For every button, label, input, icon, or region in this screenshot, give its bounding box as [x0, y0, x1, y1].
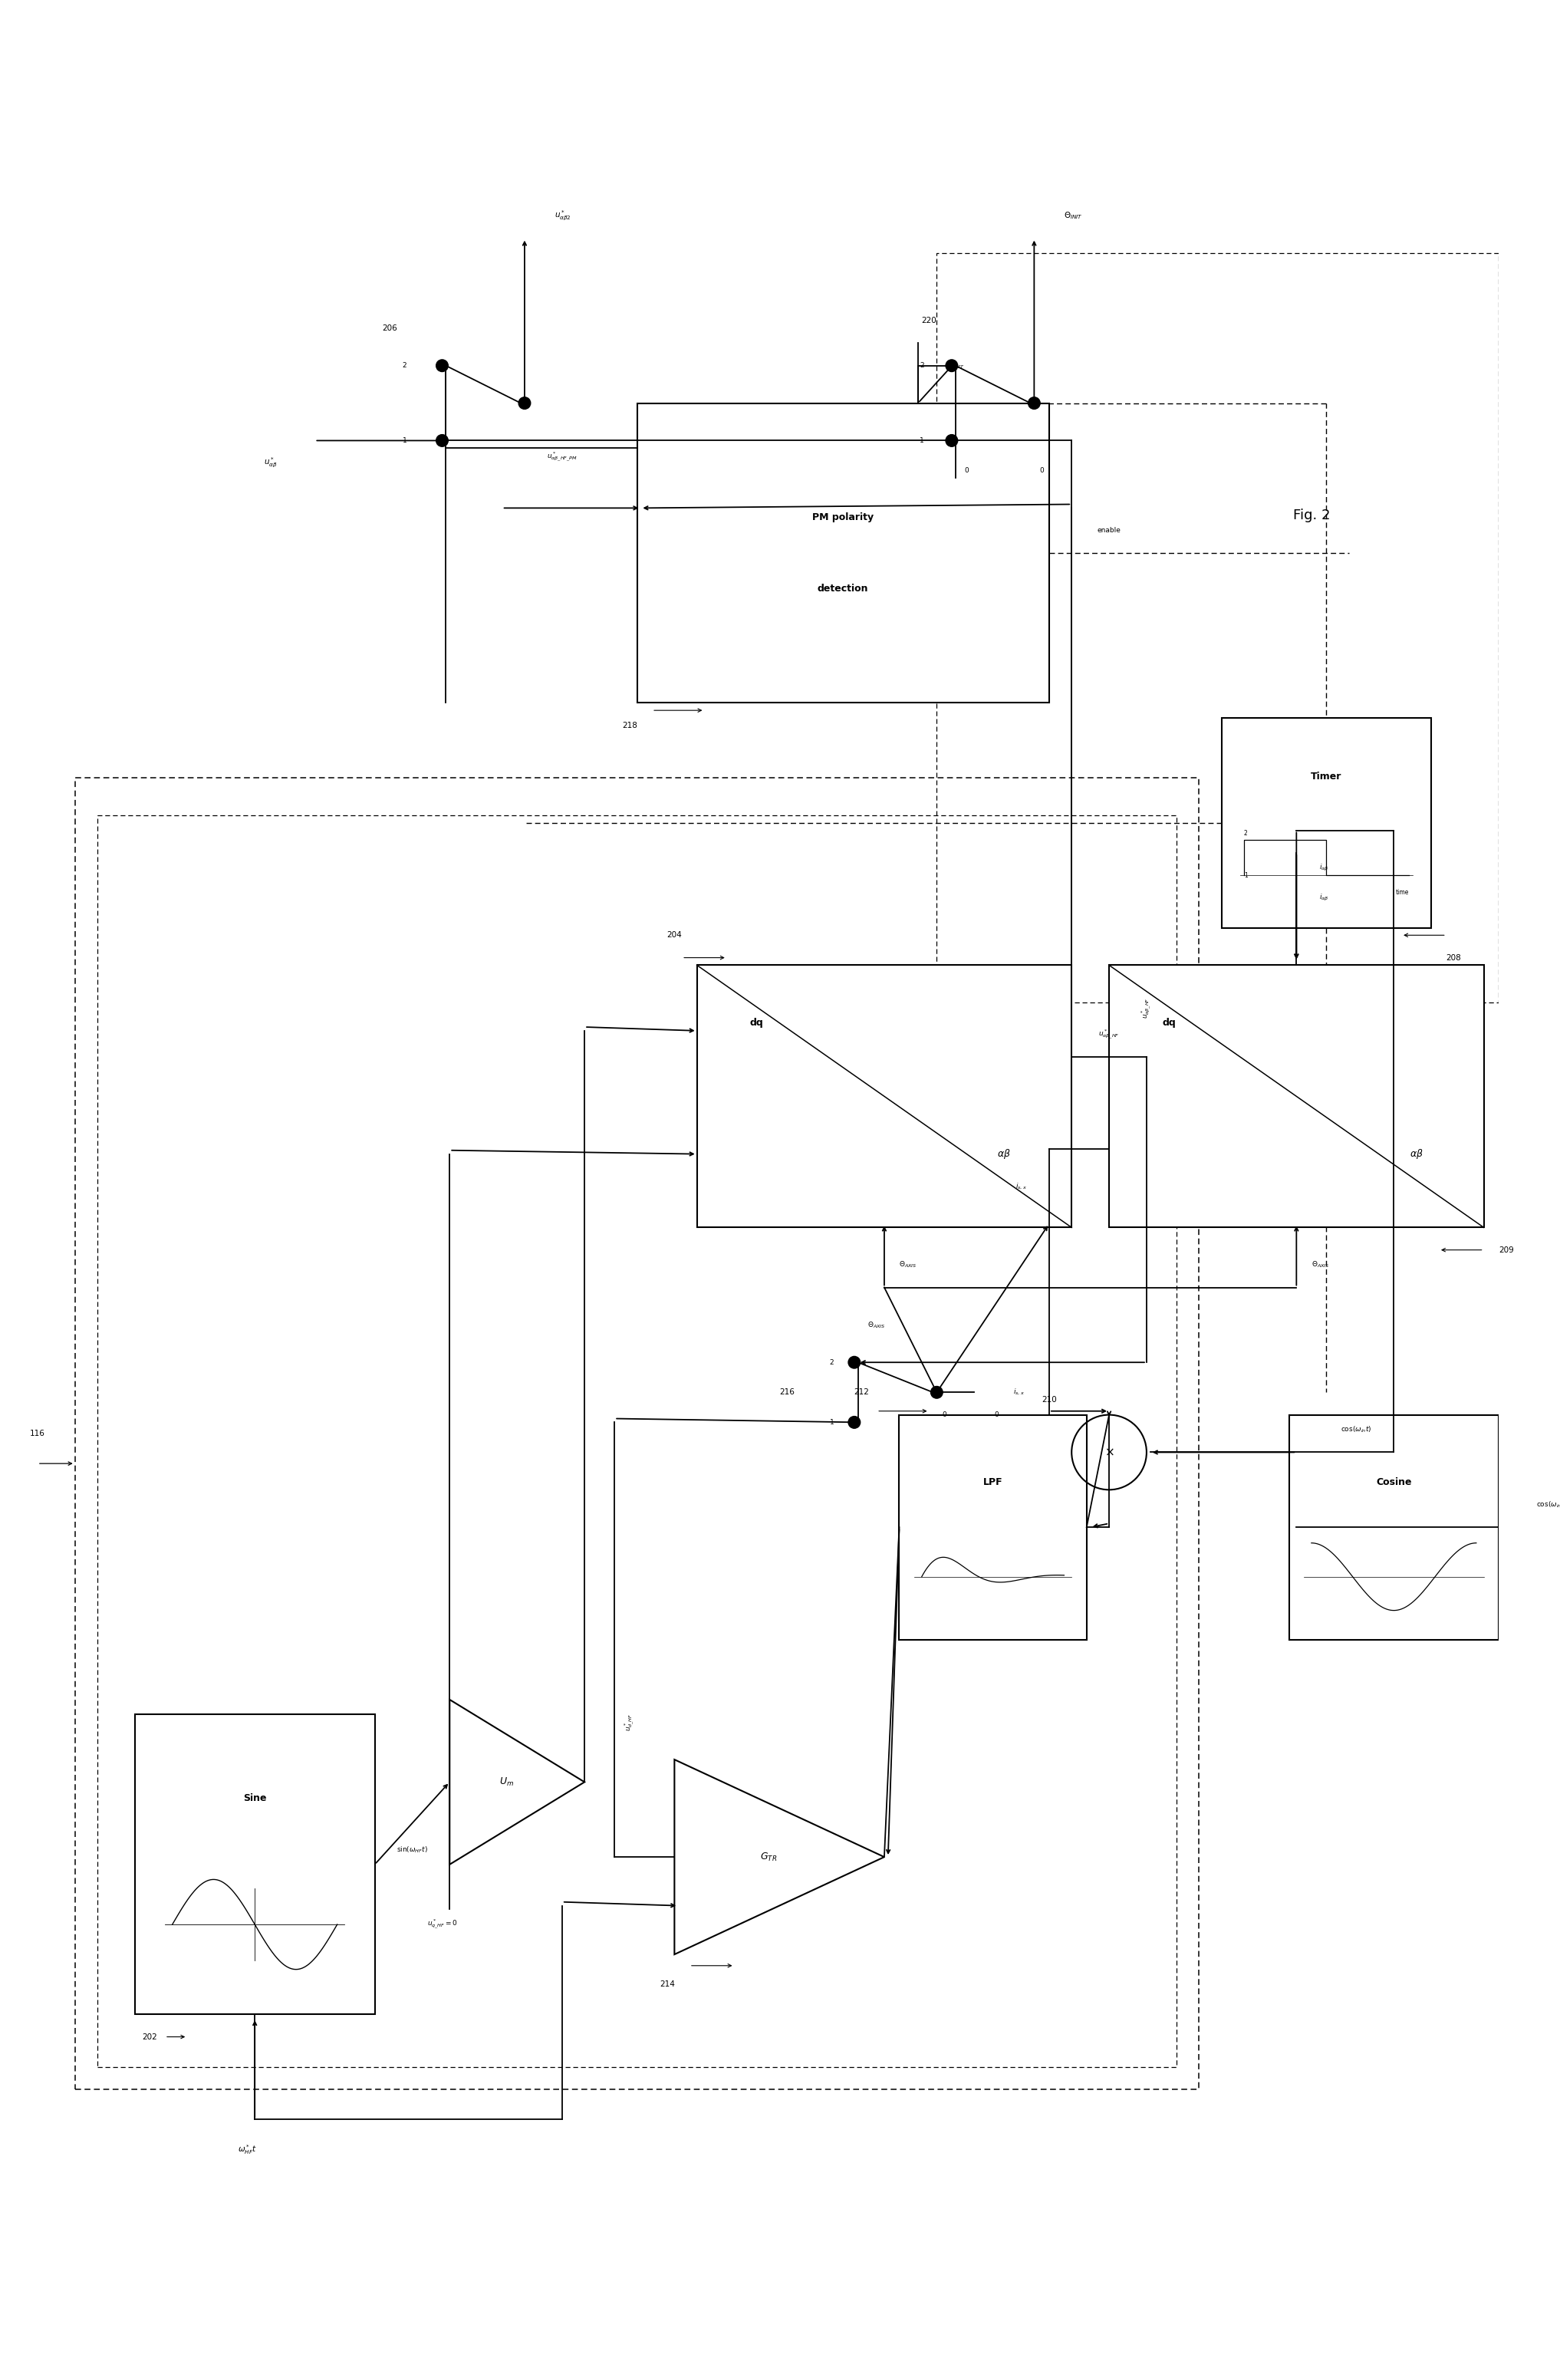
Circle shape — [931, 1385, 942, 1399]
Text: 216: 216 — [780, 1388, 794, 1397]
Text: $\omega^*_{HF}t$: $\omega^*_{HF}t$ — [237, 2142, 257, 2156]
Text: 0: 0 — [964, 466, 969, 474]
Text: $G_{TR}$: $G_{TR}$ — [760, 1852, 777, 1864]
FancyBboxPatch shape — [134, 1714, 374, 2013]
Text: $\sin(\omega_{HF}t)$: $\sin(\omega_{HF}t)$ — [396, 1844, 427, 1854]
Text: 116: 116 — [30, 1430, 45, 1438]
Text: 2: 2 — [402, 362, 407, 369]
Text: $\cos(\omega_{in}t)$: $\cos(\omega_{in}t)$ — [1537, 1499, 1560, 1509]
Text: 210: 210 — [1042, 1397, 1056, 1404]
FancyBboxPatch shape — [636, 402, 1050, 702]
Text: $\Theta_{AXIS}$: $\Theta_{AXIS}$ — [867, 1321, 886, 1330]
Text: 206: 206 — [382, 324, 398, 331]
Circle shape — [945, 436, 958, 447]
Text: $\Theta_{INIT}$: $\Theta_{INIT}$ — [948, 362, 964, 371]
Text: 209: 209 — [1499, 1247, 1513, 1254]
Text: Fig. 2: Fig. 2 — [1293, 509, 1331, 524]
FancyBboxPatch shape — [1289, 1414, 1499, 1640]
Text: $\alpha\beta$: $\alpha\beta$ — [997, 1147, 1011, 1161]
Text: $u^*_{d\_HF}$: $u^*_{d\_HF}$ — [622, 1714, 636, 1730]
Text: 214: 214 — [660, 1980, 674, 1987]
Text: 0: 0 — [994, 1411, 998, 1418]
Text: $i_{\alpha\beta}$: $i_{\alpha\beta}$ — [1318, 862, 1329, 873]
Text: Cosine: Cosine — [1376, 1478, 1412, 1488]
Text: $i_{s,x}$: $i_{s,x}$ — [1014, 1388, 1025, 1397]
Text: LPF: LPF — [983, 1478, 1003, 1488]
Text: detection: detection — [817, 583, 869, 595]
FancyBboxPatch shape — [1109, 966, 1484, 1228]
Text: 204: 204 — [666, 931, 682, 940]
Text: 1: 1 — [919, 438, 924, 445]
Text: 0: 0 — [942, 1411, 947, 1418]
Circle shape — [945, 359, 958, 371]
Text: $\Theta_{AXIS}$: $\Theta_{AXIS}$ — [1312, 1259, 1329, 1271]
Text: Timer: Timer — [1310, 771, 1342, 781]
Text: $u^*_{\alpha\beta\_HF}$: $u^*_{\alpha\beta\_HF}$ — [1098, 1028, 1120, 1040]
Text: Sine: Sine — [243, 1795, 267, 1804]
Text: 218: 218 — [622, 721, 636, 728]
Text: 1: 1 — [1243, 871, 1248, 878]
Text: $\cos(\omega_{in}t)$: $\cos(\omega_{in}t)$ — [1342, 1426, 1371, 1435]
Text: 2: 2 — [830, 1359, 835, 1366]
Text: 2: 2 — [919, 362, 924, 369]
Text: $\alpha\beta$: $\alpha\beta$ — [1410, 1147, 1423, 1161]
Text: $\times$: $\times$ — [1104, 1447, 1114, 1459]
Text: $U_m$: $U_m$ — [499, 1775, 513, 1787]
Text: $\Theta_{INIT}$: $\Theta_{INIT}$ — [1064, 209, 1083, 221]
Circle shape — [849, 1416, 860, 1428]
Text: $\Theta_{AXIS}$: $\Theta_{AXIS}$ — [899, 1259, 917, 1271]
Circle shape — [1028, 397, 1041, 409]
Text: 1: 1 — [830, 1418, 835, 1426]
Text: $i_{\alpha\beta}$: $i_{\alpha\beta}$ — [1318, 892, 1329, 902]
Text: dq: dq — [750, 1019, 764, 1028]
Text: 2: 2 — [1243, 831, 1248, 838]
Circle shape — [437, 359, 448, 371]
Text: $u^*_{\alpha\beta}$: $u^*_{\alpha\beta}$ — [264, 457, 278, 469]
Text: $i_{s,x}$: $i_{s,x}$ — [1016, 1180, 1026, 1190]
Circle shape — [849, 1357, 860, 1368]
Text: $u^*_{\alpha\beta 2}$: $u^*_{\alpha\beta 2}$ — [554, 209, 571, 221]
Circle shape — [518, 397, 530, 409]
Text: 0: 0 — [1039, 466, 1044, 474]
Text: PM polarity: PM polarity — [813, 512, 874, 521]
Text: $u^*_{q\_HF}=0$: $u^*_{q\_HF}=0$ — [427, 1918, 457, 1930]
Text: 208: 208 — [1446, 954, 1462, 962]
FancyBboxPatch shape — [899, 1414, 1087, 1640]
Text: $u^*_{\alpha\beta\_HF\_PM}$: $u^*_{\alpha\beta\_HF\_PM}$ — [548, 450, 577, 464]
Text: 202: 202 — [142, 2033, 158, 2040]
Circle shape — [437, 436, 448, 447]
Text: dq: dq — [1162, 1019, 1176, 1028]
FancyBboxPatch shape — [1221, 719, 1432, 928]
Text: time: time — [1396, 888, 1409, 895]
Text: 1: 1 — [402, 438, 407, 445]
Text: 220: 220 — [922, 317, 938, 324]
Text: 212: 212 — [853, 1388, 869, 1397]
FancyBboxPatch shape — [697, 966, 1072, 1228]
Text: enable: enable — [1097, 526, 1122, 533]
Text: $u^*_{\alpha\beta\_HF}$: $u^*_{\alpha\beta\_HF}$ — [1140, 997, 1153, 1019]
